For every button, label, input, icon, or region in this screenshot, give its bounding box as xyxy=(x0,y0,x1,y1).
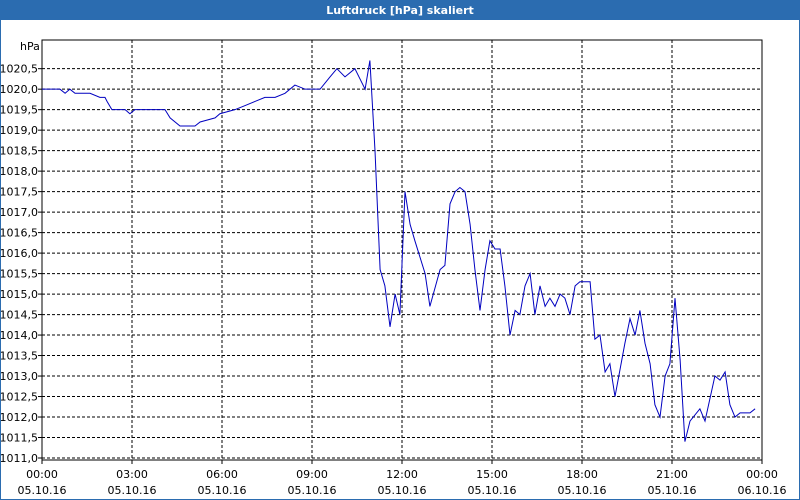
x-tick-label: 03:00 xyxy=(116,468,148,481)
y-tick-label: 1019,0 xyxy=(0,124,38,137)
y-tick-label: 1015,5 xyxy=(0,268,38,281)
x-tick-date: 05.10.16 xyxy=(108,484,157,497)
y-tick-label: 1016,5 xyxy=(0,227,38,240)
y-unit: hPa xyxy=(20,40,40,53)
y-tick-label: 1016,0 xyxy=(0,247,38,260)
x-tick-label: 15:00 xyxy=(476,468,508,481)
y-tick-label: 1014,5 xyxy=(0,309,38,322)
x-tick-date: 06.10.16 xyxy=(738,484,787,497)
x-tick-date: 05.10.16 xyxy=(558,484,607,497)
y-tick-label: 1011,0 xyxy=(0,452,38,465)
x-tick-label: 09:00 xyxy=(296,468,328,481)
y-tick-label: 1011,5 xyxy=(0,432,38,445)
y-tick-label: 1020,5 xyxy=(0,63,38,76)
y-tick-label: 1017,5 xyxy=(0,186,38,199)
plot: 1011,0 1011,5 1012,0 1012,5 1013,0 1013,5 1014… xyxy=(0,39,787,497)
y-tick-label: 1012,0 xyxy=(0,411,38,424)
y-tick-label: 1020,0 xyxy=(0,83,38,96)
y-tick-label: 1019,5 xyxy=(0,104,38,117)
x-tick-label: 18:00 xyxy=(566,468,598,481)
y-tick-label: 1017,0 xyxy=(0,206,38,219)
x-tick-label: 06:00 xyxy=(206,468,238,481)
x-tick-date: 05.10.16 xyxy=(468,484,517,497)
x-tick-date: 05.10.16 xyxy=(288,484,337,497)
x-tick-date: 05.10.16 xyxy=(648,484,697,497)
x-tick-label: 00:00 xyxy=(746,468,778,481)
y-tick-label: 1018,5 xyxy=(0,145,38,158)
y-tick-label: 1014,0 xyxy=(0,329,38,342)
x-tick-date: 05.10.16 xyxy=(198,484,247,497)
x-tick-label: 00:00 xyxy=(26,468,58,481)
y-tick-label: 1015,0 xyxy=(0,288,38,301)
y-tick-label: 1013,0 xyxy=(0,370,38,383)
y-tick-label: 1013,5 xyxy=(0,350,38,363)
x-tick-date: 05.10.16 xyxy=(378,484,427,497)
x-tick-label: 21:00 xyxy=(656,468,688,481)
title-bar xyxy=(0,0,800,20)
data-line xyxy=(42,60,756,442)
y-tick-label: 1018,0 xyxy=(0,165,38,178)
chart-title: Luftdruck [hPa] skaliert xyxy=(326,4,474,17)
x-tick-label: 12:00 xyxy=(386,468,418,481)
y-tick-label: 1012,5 xyxy=(0,391,38,404)
x-tick-date: 05.10.16 xyxy=(18,484,67,497)
